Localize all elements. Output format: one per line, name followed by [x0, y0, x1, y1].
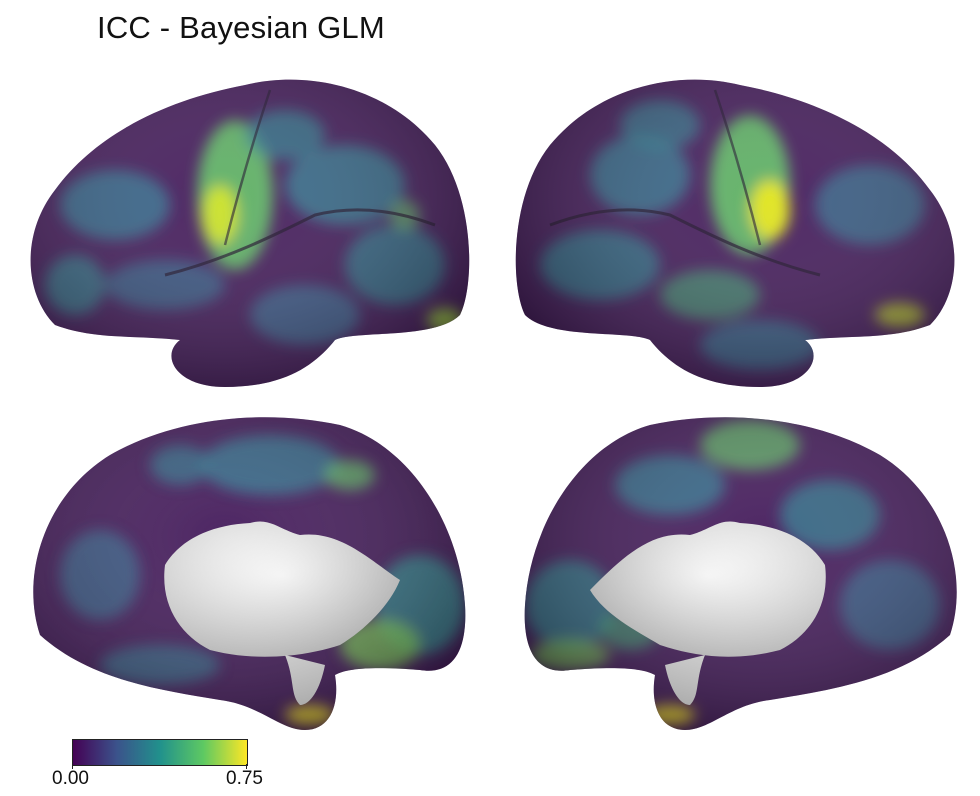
colorbar-min-tick [72, 764, 73, 769]
colorbar-max-label: 0.75 [226, 768, 263, 789]
colorbar-max-tick [246, 764, 247, 769]
brain-left-medial [33, 417, 466, 730]
brain-left-lateral [30, 79, 470, 387]
brain-right-medial [524, 417, 957, 730]
figure-title: ICC - Bayesian GLM [97, 10, 385, 45]
colorbar [72, 739, 248, 766]
colorbar-min-label: 0.00 [52, 768, 89, 789]
brain-right-lateral [515, 79, 955, 387]
